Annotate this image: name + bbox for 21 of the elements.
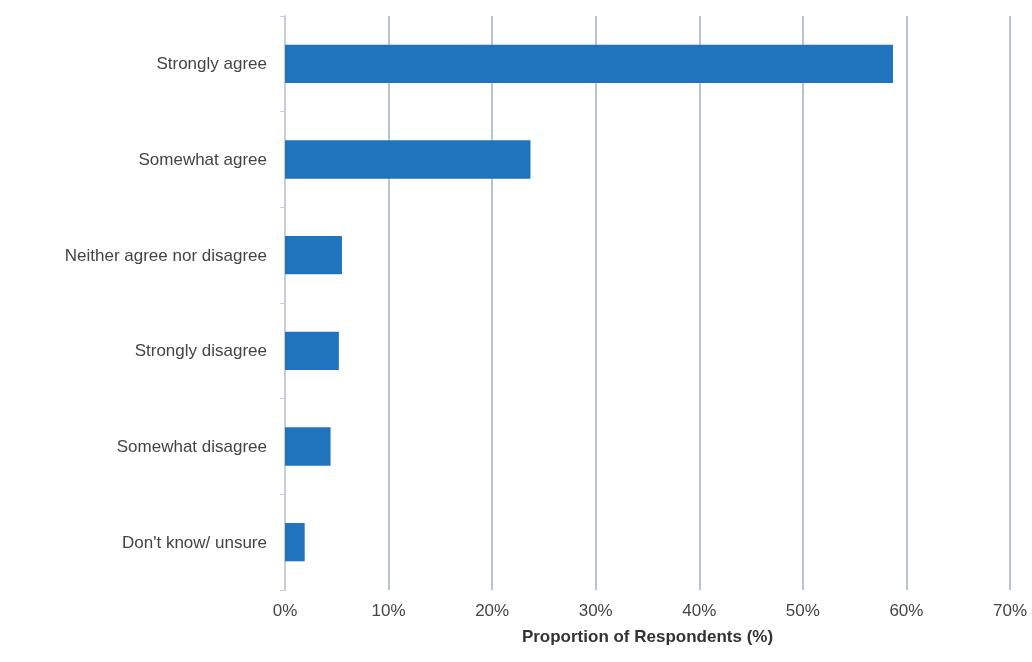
x-tick-label: 40% [682,601,717,620]
y-tick-label: Somewhat agree [138,150,267,169]
bar [285,427,331,466]
bar [285,236,342,275]
y-tick-label: Neither agree nor disagree [64,245,267,265]
x-tick-label: 0% [272,601,298,620]
x-tick-label: 30% [578,601,613,620]
y-tick-label: Somewhat disagree [116,437,267,456]
x-tick-label: 50% [785,601,820,620]
x-tick-label: 60% [889,601,924,620]
y-tick-label: Strongly disagree [134,341,267,361]
y-tick-label: Don't know/ unsure [122,532,267,552]
bar [285,44,893,83]
x-tick-label: 70% [992,601,1028,620]
bar [285,523,305,562]
x-tick-label: 20% [475,601,510,620]
y-tick-label: Strongly agree [156,54,267,74]
x-tick-label: 10% [371,601,406,620]
bar [285,140,531,179]
bar [285,331,339,370]
x-axis-title: Proportion of Respondents (%) [521,627,774,646]
